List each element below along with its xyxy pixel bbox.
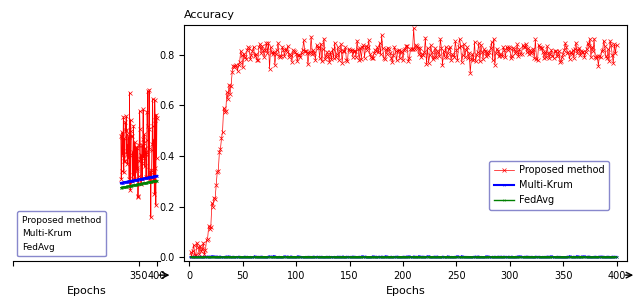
FedAvg xyxy=(272,255,280,258)
Proposed method xyxy=(326,50,334,54)
FedAvg xyxy=(326,255,334,258)
Line: FedAvg: FedAvg xyxy=(189,255,618,258)
FedAvg xyxy=(612,255,620,258)
Multi-Krum xyxy=(326,255,334,259)
Multi-Krum xyxy=(356,255,364,259)
FedAvg xyxy=(496,255,504,259)
Proposed method xyxy=(239,65,246,69)
X-axis label: Epochs: Epochs xyxy=(386,286,426,296)
Multi-Krum xyxy=(238,255,246,259)
FedAvg xyxy=(358,255,365,259)
X-axis label: Epochs: Epochs xyxy=(67,286,106,296)
Proposed method xyxy=(187,251,195,254)
FedAvg xyxy=(499,255,506,259)
Multi-Krum xyxy=(612,255,620,259)
Multi-Krum xyxy=(270,254,278,258)
Multi-Krum xyxy=(497,255,505,258)
Line: Multi-Krum: Multi-Krum xyxy=(189,255,618,258)
Legend: Proposed method, Multi-Krum, FedAvg: Proposed method, Multi-Krum, FedAvg xyxy=(17,212,106,256)
Multi-Krum xyxy=(495,255,503,258)
Proposed method xyxy=(356,46,364,50)
Proposed method xyxy=(496,52,504,56)
FedAvg xyxy=(238,255,246,259)
FedAvg xyxy=(187,255,195,258)
Line: Proposed method: Proposed method xyxy=(189,26,618,258)
FedAvg xyxy=(329,255,337,259)
Proposed method xyxy=(188,254,195,258)
Multi-Krum xyxy=(456,255,463,259)
Proposed method xyxy=(612,43,620,46)
Legend: Proposed method, Multi-Krum, FedAvg: Proposed method, Multi-Krum, FedAvg xyxy=(490,161,609,210)
Proposed method xyxy=(457,44,465,48)
Proposed method xyxy=(410,26,417,30)
Multi-Krum xyxy=(187,255,195,259)
Proposed method xyxy=(499,54,506,58)
Text: Accuracy: Accuracy xyxy=(184,10,235,20)
FedAvg xyxy=(457,255,465,259)
